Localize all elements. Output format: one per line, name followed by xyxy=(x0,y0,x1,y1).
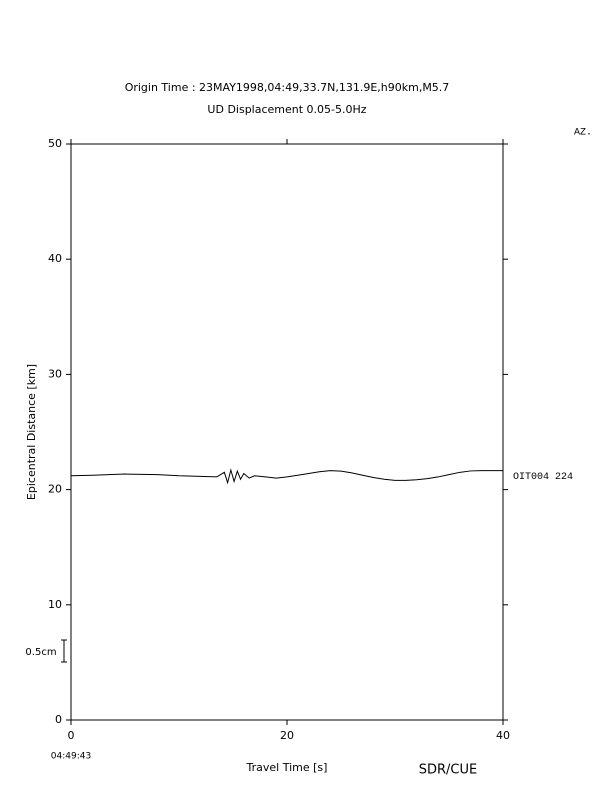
trace-label: OIT004 224 xyxy=(513,472,573,483)
chart-title: Origin Time : 23MAY1998,04:49,33.7N,131.… xyxy=(125,81,450,94)
trace xyxy=(70,468,503,485)
y-tick-label: 40 xyxy=(48,252,62,265)
y-tick-label: 30 xyxy=(48,367,62,380)
x-tick-label: 40 xyxy=(496,729,510,742)
start-time: 04:49:43 xyxy=(51,752,91,762)
scale-label: 0.5cm xyxy=(25,647,56,658)
chart-subtitle: UD Displacement 0.05-5.0Hz xyxy=(207,103,366,116)
y-axis-label: Epicentral Distance [km] xyxy=(25,364,38,500)
y-tick-label: 50 xyxy=(48,137,62,150)
y-tick-label: 10 xyxy=(48,598,62,611)
y-tick-label: 0 xyxy=(55,713,62,726)
credit: SDR/CUE xyxy=(419,763,477,778)
plot-frame xyxy=(70,143,504,721)
x-tick-label: 0 xyxy=(68,729,75,742)
x-tick-label: 20 xyxy=(280,729,294,742)
y-tick-label: 20 xyxy=(48,483,62,496)
az-header: AZ. xyxy=(574,128,592,139)
x-axis-label: Travel Time [s] xyxy=(246,761,328,774)
